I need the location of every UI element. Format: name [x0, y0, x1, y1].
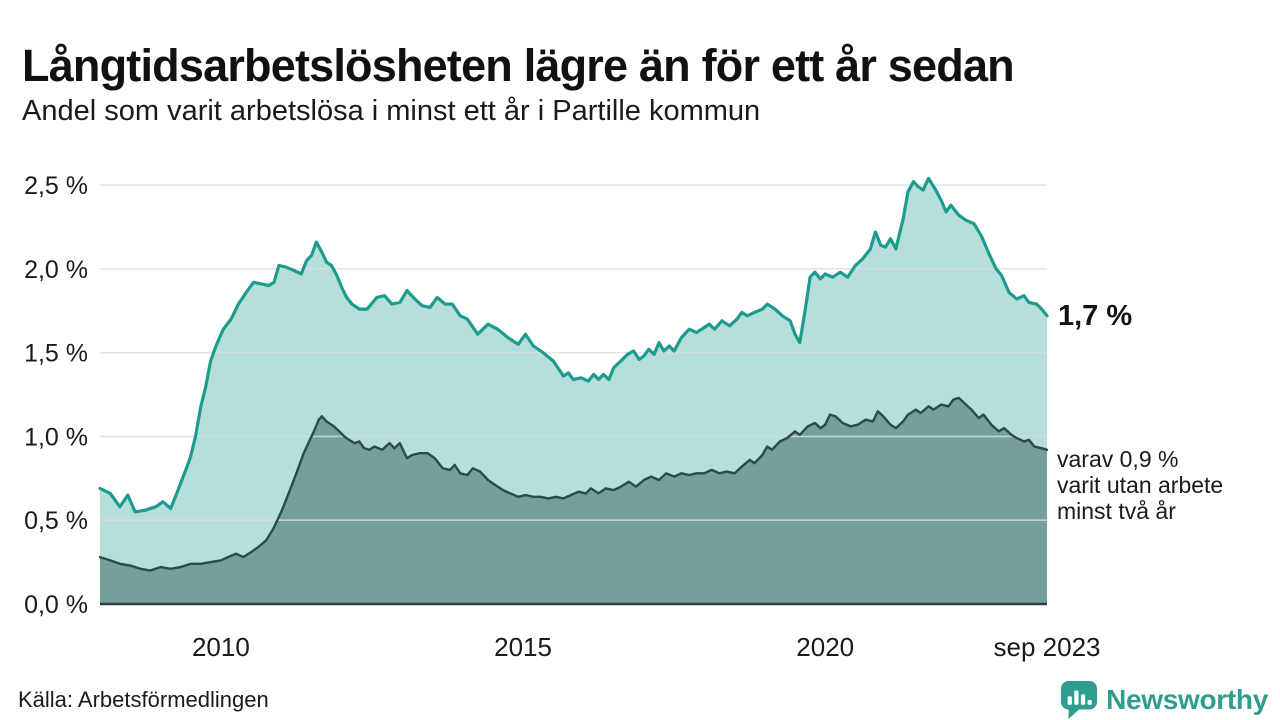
- newsworthy-logo-icon: [1061, 681, 1098, 719]
- page-title: Långtidsarbetslösheten lägre än för ett …: [22, 40, 1015, 92]
- primary-series-line: [98, 176, 1049, 514]
- source-note: Källa: Arbetsförmedlingen: [18, 687, 269, 712]
- secondary-series-line: [98, 396, 1049, 572]
- y-tick-label: 2,5 %: [24, 172, 88, 200]
- secondary-label-line3: minst två år: [1057, 498, 1176, 524]
- y-tick-label: 0,0 %: [24, 591, 88, 619]
- latest-value-label-primary: 1,7 %: [1058, 300, 1133, 332]
- y-tick-label: 2,0 %: [24, 256, 88, 284]
- secondary-area-fill: [100, 397, 1047, 604]
- x-tick-label: 2020: [796, 632, 854, 662]
- latest-value-label-secondary: varav 0,9 % varit utan arbete minst två …: [1057, 446, 1223, 524]
- secondary-label-line1: varav 0,9 %: [1057, 446, 1179, 472]
- x-tick-label: 2010: [192, 632, 250, 662]
- y-tick-label: 0,5 %: [24, 507, 88, 535]
- newsworthy-logo-text: Newsworthy: [1106, 684, 1268, 715]
- page-subtitle: Andel som varit arbetslösa i minst ett å…: [22, 95, 761, 127]
- x-tick-label: 2015: [494, 632, 552, 662]
- y-axis-labels: 2,5 % 2,0 % 1,5 % 1,0 % 0,5 % 0,0 %: [24, 172, 88, 619]
- x-tick-label: sep 2023: [994, 632, 1101, 662]
- secondary-label-line2: varit utan arbete: [1057, 472, 1224, 498]
- y-tick-label: 1,5 %: [24, 340, 88, 368]
- y-tick-label: 1,0 %: [24, 423, 88, 451]
- gridlines: [100, 184, 1047, 522]
- newsworthy-brand: Newsworthy: [1060, 680, 1268, 720]
- x-axis-labels: 2010 2015 2020 sep 2023: [192, 632, 1101, 662]
